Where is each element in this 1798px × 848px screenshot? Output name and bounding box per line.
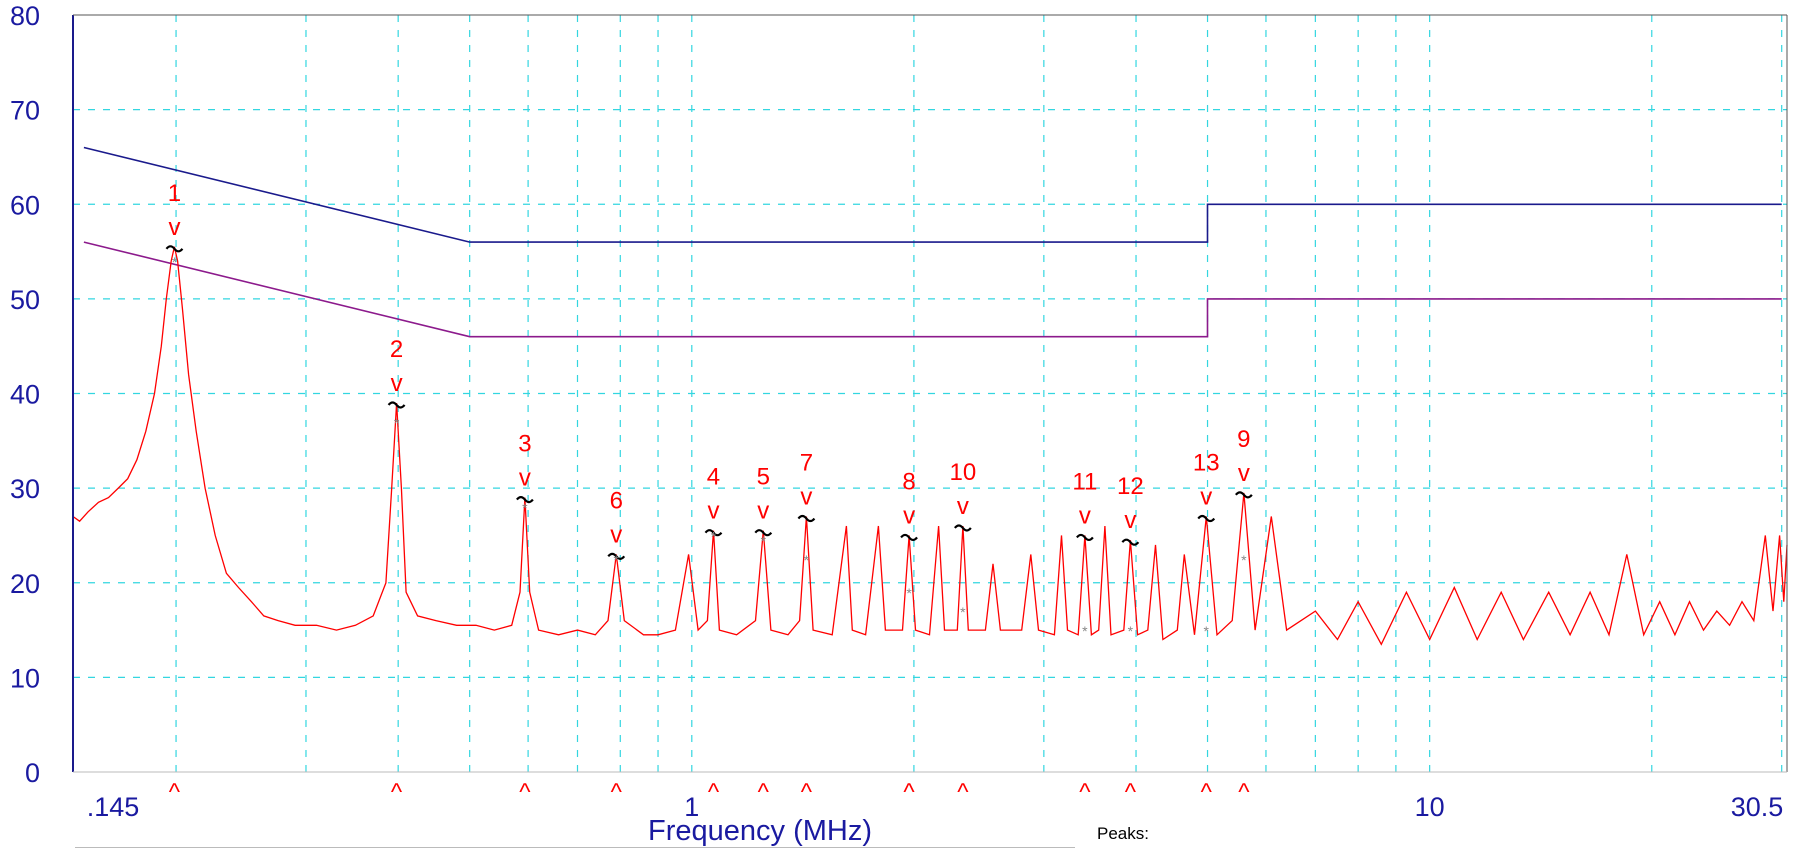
y-tick-label: 40 bbox=[10, 380, 40, 410]
peak-v-marker: v bbox=[800, 484, 812, 511]
peak-x-marker: ^ bbox=[957, 779, 969, 806]
y-tick-label: 0 bbox=[25, 758, 40, 788]
peak-tilde-marker bbox=[1234, 491, 1253, 499]
x-axis-label: Frequency (MHz) bbox=[648, 815, 872, 847]
peak-tilde-marker bbox=[1197, 514, 1216, 523]
limit-lines bbox=[83, 146, 1782, 338]
peaks-legend-title: Peaks: bbox=[1097, 824, 1149, 843]
x-tick-label: .145 bbox=[87, 792, 140, 822]
x-tick-label: 10 bbox=[1415, 792, 1445, 822]
peak-avg-marker: * bbox=[1082, 623, 1088, 639]
y-tick-label: 80 bbox=[10, 1, 40, 31]
peak-label: 12 bbox=[1117, 473, 1144, 500]
peak-label: 10 bbox=[949, 459, 976, 486]
peak-label: 1 bbox=[168, 180, 181, 207]
peak-label: 3 bbox=[518, 431, 531, 458]
peak-avg-marker: * bbox=[172, 254, 178, 270]
limit-line-1 bbox=[83, 146, 1782, 243]
axes bbox=[72, 14, 1788, 773]
peak-avg-marker: * bbox=[394, 415, 400, 431]
peak-avg-marker: * bbox=[960, 604, 966, 620]
peak-x-marker: ^ bbox=[611, 779, 623, 806]
peak-tilde-marker bbox=[165, 245, 184, 253]
peak-avg-marker: * bbox=[1241, 552, 1247, 568]
peak-tilde-marker bbox=[516, 496, 534, 504]
y-tick-label: 70 bbox=[10, 96, 40, 126]
spectrum-trace bbox=[72, 246, 1788, 646]
peak-avg-marker: * bbox=[522, 500, 528, 516]
peak-x-marker: ^ bbox=[1201, 779, 1213, 806]
peak-avg-marker: * bbox=[711, 528, 717, 544]
peak-label: 2 bbox=[390, 336, 403, 363]
peak-x-marker: ^ bbox=[391, 779, 403, 806]
peak-v-marker: v bbox=[1124, 507, 1136, 534]
y-tick-labels: 0 10 20 30 40 50 60 70 80 bbox=[10, 1, 40, 788]
peak-v-marker: v bbox=[168, 214, 180, 241]
x-tick-labels: .145 1 10 30.5 bbox=[87, 792, 1784, 822]
peak-tilde-marker bbox=[754, 529, 773, 537]
y-tick-label: 20 bbox=[10, 569, 40, 599]
peak-tilde-marker bbox=[1076, 533, 1094, 542]
peak-tilde-marker bbox=[900, 533, 918, 542]
peak-v-marker: v bbox=[391, 370, 403, 397]
grid bbox=[73, 15, 1787, 772]
peak-label: 13 bbox=[1193, 450, 1220, 477]
y-tick-label: 60 bbox=[10, 190, 40, 220]
peak-tilde-marker bbox=[387, 401, 406, 409]
peak-avg-marker: * bbox=[804, 552, 810, 568]
peak-x-marker: ^ bbox=[1125, 779, 1137, 806]
spectrum-line bbox=[72, 246, 1788, 646]
peak-x-marker: ^ bbox=[169, 779, 181, 806]
peak-tilde-marker bbox=[704, 529, 723, 537]
peak-avg-marker: * bbox=[614, 552, 620, 568]
peak-v-marker: v bbox=[757, 498, 769, 525]
x-tick-label: 1 bbox=[684, 792, 699, 822]
peak-v-marker: v bbox=[610, 521, 622, 548]
peak-tilde-marker bbox=[953, 524, 972, 532]
peak-x-marker: ^ bbox=[1238, 779, 1250, 806]
peak-v-marker: v bbox=[1238, 460, 1250, 487]
limit-line-2 bbox=[83, 241, 1782, 338]
peak-x-marker: ^ bbox=[903, 779, 915, 806]
peak-avg-marker: * bbox=[1128, 623, 1134, 639]
peak-tilde-marker bbox=[607, 552, 626, 560]
peak-x-marker: ^ bbox=[758, 779, 770, 806]
peak-label: 8 bbox=[902, 468, 915, 495]
peak-x-marker: ^ bbox=[801, 779, 813, 806]
peak-avg-marker: * bbox=[1204, 623, 1210, 639]
x-tick-label: 30.5 bbox=[1731, 792, 1784, 822]
peak-label: 6 bbox=[610, 487, 623, 514]
y-tick-label: 30 bbox=[10, 474, 40, 504]
peak-x-marker: ^ bbox=[708, 779, 720, 806]
peak-v-marker: v bbox=[903, 502, 915, 529]
peak-x-marker: ^ bbox=[1079, 779, 1091, 806]
peak-label: 9 bbox=[1237, 426, 1250, 453]
peak-avg-marker: * bbox=[761, 533, 767, 549]
peak-v-marker: v bbox=[957, 493, 969, 520]
peak-markers: 1 v * ^ 2 v * ^ 3 v * ^ 4 v * ^ 5 v * ^ 6 v * ^ 7 v * ^ 8 v * ^ 9 v * ^ 10 v *… bbox=[165, 180, 1253, 806]
peak-avg-marker: * bbox=[906, 585, 912, 601]
peak-v-marker: v bbox=[1200, 484, 1212, 511]
peak-x-marker: ^ bbox=[519, 779, 531, 806]
peak-label: 7 bbox=[800, 450, 813, 477]
peak-label: 4 bbox=[707, 464, 720, 491]
peak-v-marker: v bbox=[1079, 502, 1091, 529]
y-tick-label: 50 bbox=[10, 285, 40, 315]
peak-tilde-marker bbox=[1121, 538, 1140, 546]
peak-v-marker: v bbox=[707, 498, 719, 525]
y-tick-label: 10 bbox=[10, 663, 40, 693]
peak-label: 5 bbox=[757, 464, 770, 491]
peak-tilde-marker bbox=[797, 514, 816, 523]
peak-label: 11 bbox=[1072, 468, 1097, 495]
peak-v-marker: v bbox=[519, 465, 531, 492]
